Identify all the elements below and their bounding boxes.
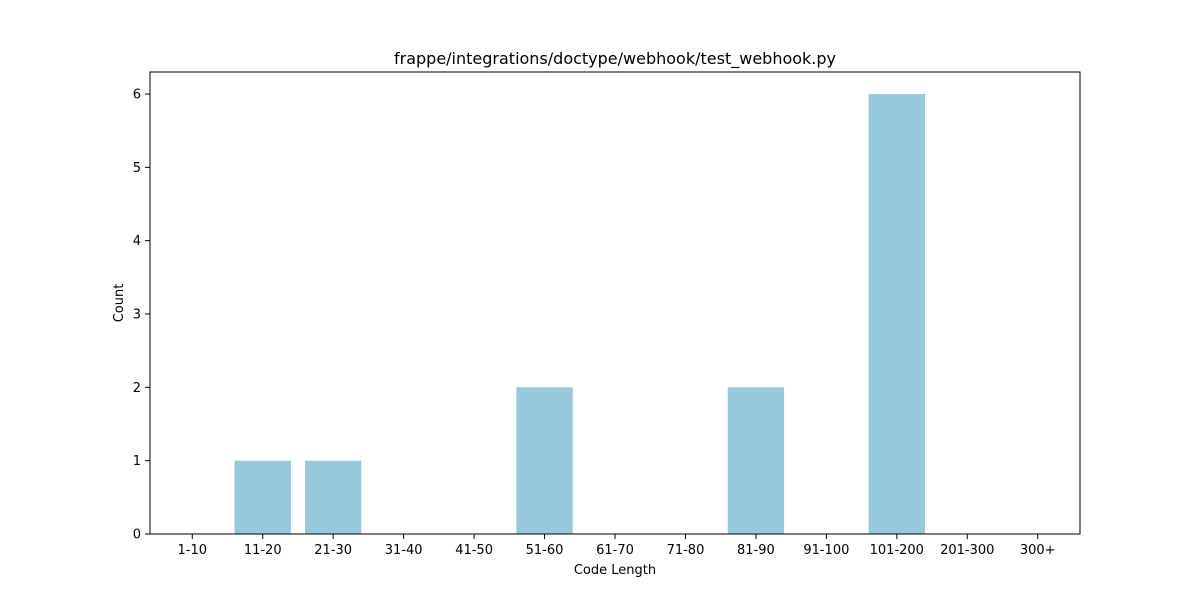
y-axis-label: Count: [112, 284, 127, 323]
y-tick-label: 2: [133, 381, 141, 396]
x-tick-label: 41-50: [455, 543, 493, 558]
y-tick-label: 0: [133, 528, 141, 543]
bars: [234, 94, 925, 534]
bar-81-90: [727, 387, 785, 534]
x-tick-label: 101-200: [870, 543, 924, 558]
bar-21-30: [305, 460, 362, 534]
bar-11-20: [234, 460, 291, 534]
y-tick-label: 4: [133, 234, 141, 249]
x-tick-label: 201-300: [940, 543, 994, 558]
y-axis: 0 1 2 3 4 5 6: [133, 88, 150, 543]
x-tick-label: 81-90: [737, 543, 775, 558]
x-tick-label: 300+: [1020, 543, 1056, 558]
y-tick-label: 6: [133, 88, 141, 103]
x-tick-label: 1-10: [178, 543, 208, 558]
y-tick-label: 5: [133, 161, 141, 176]
bar-51-60: [516, 387, 573, 534]
x-tick-label: 71-80: [667, 543, 705, 558]
x-tick-label: 51-60: [526, 543, 564, 558]
x-tick-label: 31-40: [385, 543, 423, 558]
x-tick-label: 61-70: [596, 543, 634, 558]
y-tick-label: 1: [133, 454, 141, 469]
x-axis: 1-10 11-20 21-30 31-40 41-50 51-60 61-70 71-80 8…: [178, 534, 1056, 558]
x-tick-label: 21-30: [314, 543, 352, 558]
y-tick-label: 3: [133, 308, 141, 323]
x-axis-label: Code Length: [574, 563, 656, 578]
bar-101-200: [868, 94, 925, 534]
x-tick-label: 11-20: [244, 543, 282, 558]
chart-title: frappe/integrations/doctype/webhook/test…: [394, 49, 836, 69]
x-tick-label: 91-100: [803, 543, 849, 558]
